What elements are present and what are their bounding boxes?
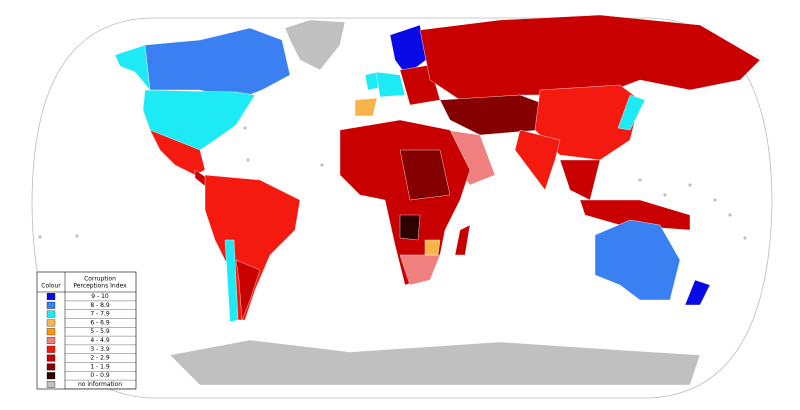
island	[743, 236, 747, 240]
legend-swatch	[46, 293, 56, 300]
country	[424, 239, 441, 256]
country	[579, 199, 691, 231]
legend-swatch	[46, 301, 56, 309]
country	[399, 214, 421, 241]
country	[617, 94, 646, 131]
island	[728, 213, 732, 217]
legend-swatch	[46, 363, 56, 371]
legend-label: 7 - 7.9	[90, 311, 110, 318]
legend-label: 6 - 6.9	[90, 319, 110, 326]
country	[144, 27, 291, 101]
island	[246, 158, 250, 162]
countries	[38, 14, 761, 386]
island	[75, 234, 79, 238]
legend-label: no information	[78, 381, 122, 388]
island	[320, 163, 324, 167]
legend-header: Corruption	[84, 276, 116, 283]
legend-swatch	[46, 345, 56, 353]
legend-swatch	[46, 319, 56, 327]
country	[142, 89, 256, 151]
country	[169, 339, 701, 386]
country	[354, 97, 378, 117]
legend-header: Perceptions Index	[73, 283, 127, 290]
country	[114, 44, 151, 91]
legend-label: 8 - 8.9	[90, 302, 110, 309]
island	[713, 198, 717, 202]
island	[663, 193, 667, 197]
country	[514, 129, 561, 191]
legend-label: 0 - 0.9	[90, 372, 110, 379]
legend-swatch	[46, 328, 56, 336]
island	[243, 126, 247, 130]
country	[284, 19, 346, 71]
legend-swatch	[46, 372, 56, 380]
island	[638, 178, 642, 182]
country	[224, 239, 239, 323]
legend-label: 5 - 5.9	[90, 328, 110, 335]
legend-header: Colour	[41, 283, 61, 290]
country	[454, 224, 471, 256]
legend-swatch	[46, 381, 56, 388]
legend-label: 4 - 4.9	[90, 337, 110, 344]
country	[364, 71, 379, 91]
legend-swatch	[46, 354, 56, 362]
country	[534, 84, 641, 161]
legend-swatch	[46, 310, 56, 318]
country	[399, 149, 451, 201]
country	[375, 71, 406, 98]
country	[235, 259, 261, 321]
legend-label: 1 - 1.9	[90, 363, 110, 370]
island	[688, 183, 692, 187]
country	[594, 219, 681, 301]
island	[38, 235, 42, 239]
legend-label: 3 - 3.9	[90, 346, 110, 353]
legend-label: 9 - 10	[91, 293, 109, 300]
legend-swatch	[46, 337, 56, 344]
country	[684, 279, 711, 306]
legend: Colour Corruption Perceptions Index 9 - …	[36, 271, 137, 390]
country	[204, 174, 301, 321]
legend-label: 2 - 2.9	[90, 355, 110, 362]
